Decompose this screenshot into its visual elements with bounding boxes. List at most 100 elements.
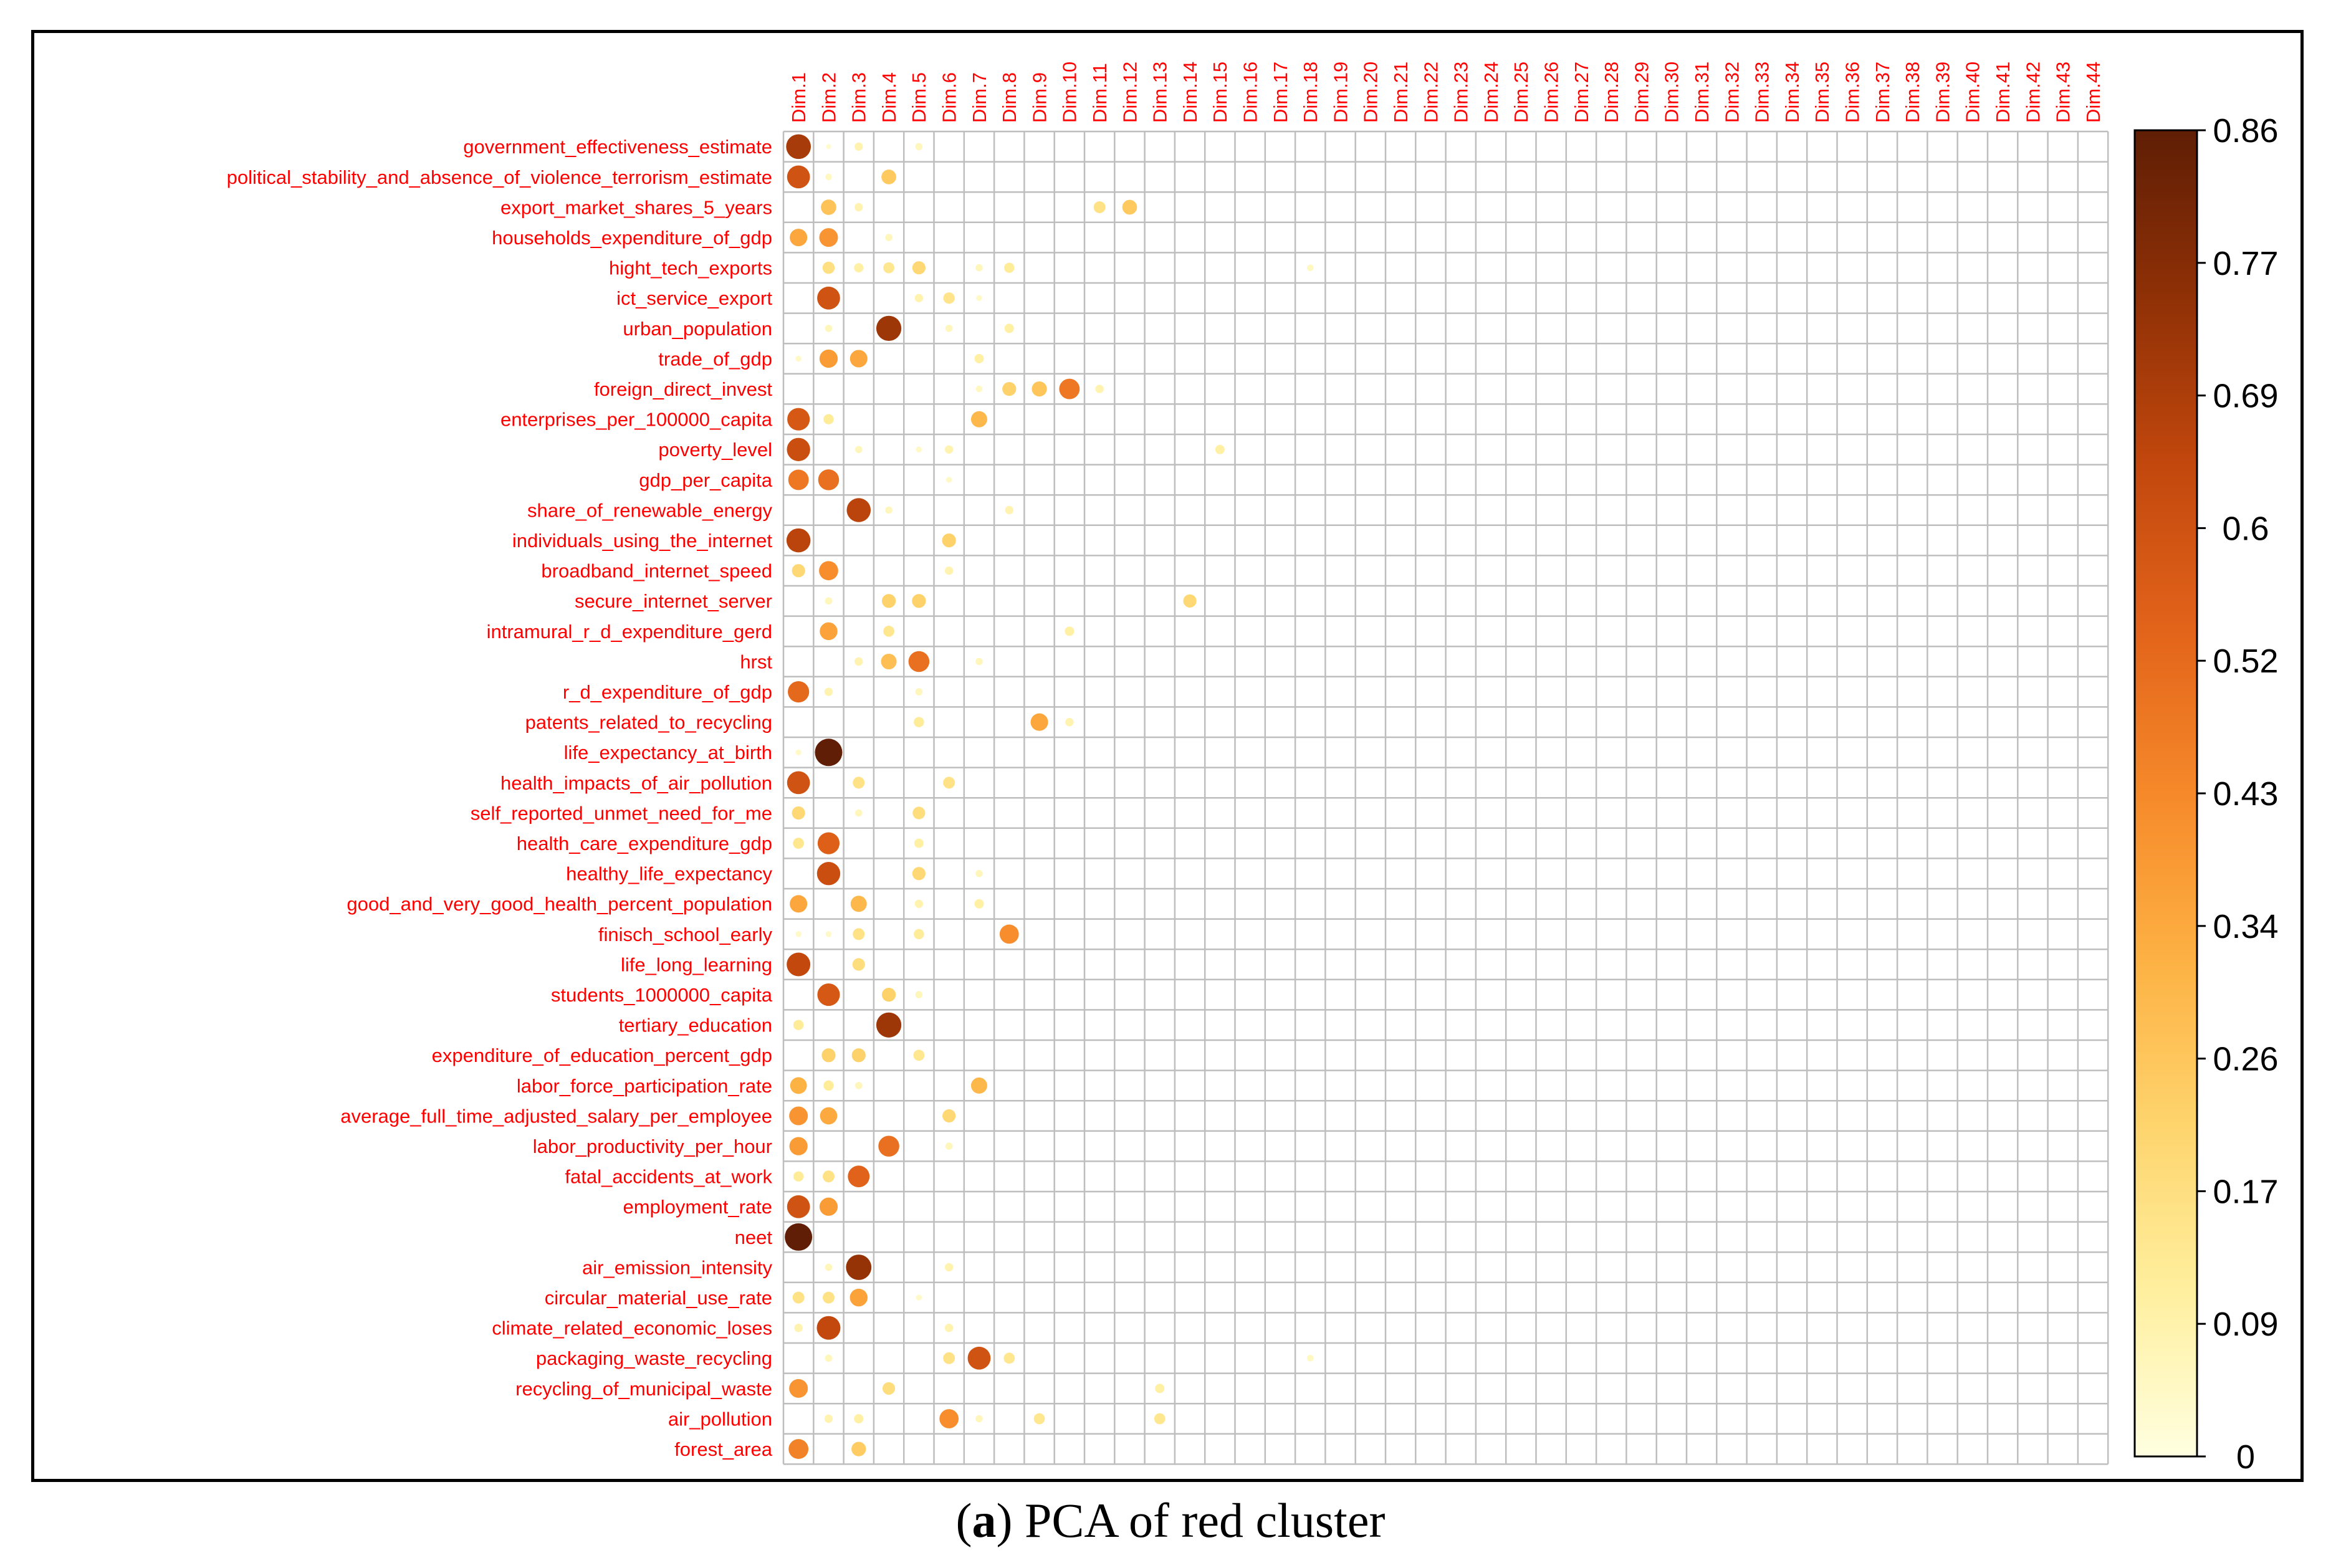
cell-circle <box>825 173 832 181</box>
column-label: Dim.2 <box>818 72 840 123</box>
cell-circle <box>855 446 863 454</box>
cell-circle <box>855 809 863 817</box>
cell-circle <box>793 1020 804 1030</box>
cell-circle <box>824 1414 833 1423</box>
cell-circle <box>850 1288 868 1307</box>
cell-circle <box>942 533 956 548</box>
cell-circle <box>851 1441 866 1456</box>
cell-circle <box>787 437 810 461</box>
legend-tick-label: 0.43 <box>2213 775 2278 813</box>
column-label: Dim.36 <box>1842 62 1864 123</box>
row-label: good_and_very_good_health_percent_popula… <box>347 893 772 915</box>
column-label: Dim.5 <box>908 72 930 123</box>
cell-circle <box>908 651 930 672</box>
cell-circle <box>795 931 802 937</box>
row-label: urban_population <box>623 318 772 340</box>
cell-circle <box>945 477 952 483</box>
row-label: recycling_of_municipal_waste <box>515 1378 772 1400</box>
row-label: trade_of_gdp <box>658 348 772 370</box>
cell-circle <box>914 929 924 940</box>
cell-circle <box>882 1382 896 1395</box>
cell-circle <box>967 1346 991 1370</box>
row-label: climate_related_economic_loses <box>492 1317 772 1339</box>
row-label: expenditure_of_education_percent_gdp <box>432 1045 772 1066</box>
cell-circle <box>1122 199 1137 215</box>
legend-tick-label: 0.09 <box>2213 1306 2278 1343</box>
row-label: life_long_learning <box>621 954 772 975</box>
cell-circle <box>1033 1413 1045 1425</box>
column-label: Dim.26 <box>1541 62 1563 123</box>
row-label: intramural_r_d_expenditure_gerd <box>487 621 772 643</box>
row-label: fatal_accidents_at_work <box>565 1166 772 1188</box>
column-label: Dim.40 <box>1962 62 1984 123</box>
column-label: Dim.28 <box>1601 62 1622 123</box>
cell-circle <box>786 134 811 160</box>
legend-tick-label: 0.77 <box>2213 245 2278 282</box>
cell-circle <box>825 931 832 937</box>
column-label: Dim.32 <box>1721 62 1743 123</box>
cell-circle <box>1215 444 1225 454</box>
cell-circle <box>850 350 868 368</box>
cell-circle <box>944 1323 954 1332</box>
cell-circle <box>816 1316 841 1340</box>
cell-circle <box>790 895 808 913</box>
cell-circle <box>819 1197 838 1216</box>
column-label: Dim.9 <box>1028 72 1050 123</box>
cell-circle <box>1004 323 1014 333</box>
column-label: Dim.11 <box>1089 63 1111 123</box>
cell-circle <box>788 681 810 703</box>
row-label: export_market_shares_5_years <box>500 196 772 218</box>
cell-circle <box>820 622 838 641</box>
cell-circle <box>1005 505 1013 515</box>
row-label: poverty_level <box>658 439 772 461</box>
column-label: Dim.37 <box>1872 62 1893 123</box>
row-label: hight_tech_exports <box>609 257 772 279</box>
cell-circle <box>787 952 811 977</box>
row-label: gdp_per_capita <box>639 469 772 491</box>
row-label: life_expectancy_at_birth <box>564 742 772 763</box>
cell-circle <box>974 353 984 364</box>
row-label: enterprises_per_100000_capita <box>500 409 773 431</box>
column-label: Dim.22 <box>1420 62 1442 123</box>
row-label: broadband_internet_speed <box>541 560 772 582</box>
cell-circle <box>881 987 896 1002</box>
row-label: health_care_expenditure_gdp <box>517 833 772 854</box>
cell-circle <box>819 349 838 368</box>
cell-circle <box>817 983 840 1006</box>
cell-circle <box>790 229 808 247</box>
cell-circle <box>854 1413 864 1424</box>
column-label: Dim.6 <box>939 72 960 123</box>
cell-circle <box>943 292 955 304</box>
cell-circle <box>914 717 924 727</box>
cell-circle <box>974 899 984 909</box>
cell-circle <box>819 561 838 581</box>
row-label: self_reported_unmet_need_for_me <box>471 802 772 824</box>
column-label: Dim.41 <box>1992 62 2014 123</box>
column-label: Dim.43 <box>2052 62 2074 123</box>
cell-circle <box>855 203 863 212</box>
cell-circle <box>1306 1354 1314 1362</box>
column-label: Dim.24 <box>1480 62 1502 123</box>
column-label: Dim.39 <box>1932 62 1953 123</box>
cell-circle <box>876 1012 902 1038</box>
column-label: Dim.7 <box>969 72 990 123</box>
legend-tick-label: 0.86 <box>2213 112 2278 150</box>
cell-circle <box>885 234 893 241</box>
cell-circle <box>851 1048 866 1063</box>
cell-circle <box>944 1263 954 1272</box>
cell-circle <box>787 165 810 189</box>
row-label: labor_force_participation_rate <box>517 1075 772 1097</box>
cell-circle <box>792 1291 805 1304</box>
column-label: Dim.20 <box>1360 62 1382 123</box>
cell-circle <box>944 566 954 575</box>
cell-circle <box>912 806 926 820</box>
cell-circle <box>945 1142 953 1150</box>
legend-tick-label: 0.52 <box>2213 643 2278 680</box>
cell-circle <box>916 1294 922 1301</box>
cell-circle <box>787 408 810 431</box>
cell-circle <box>913 1049 925 1061</box>
column-label: Dim.44 <box>2082 62 2104 123</box>
cell-circle <box>970 411 987 428</box>
row-label: health_impacts_of_air_pollution <box>500 772 772 794</box>
column-label: Dim.35 <box>1811 62 1833 123</box>
